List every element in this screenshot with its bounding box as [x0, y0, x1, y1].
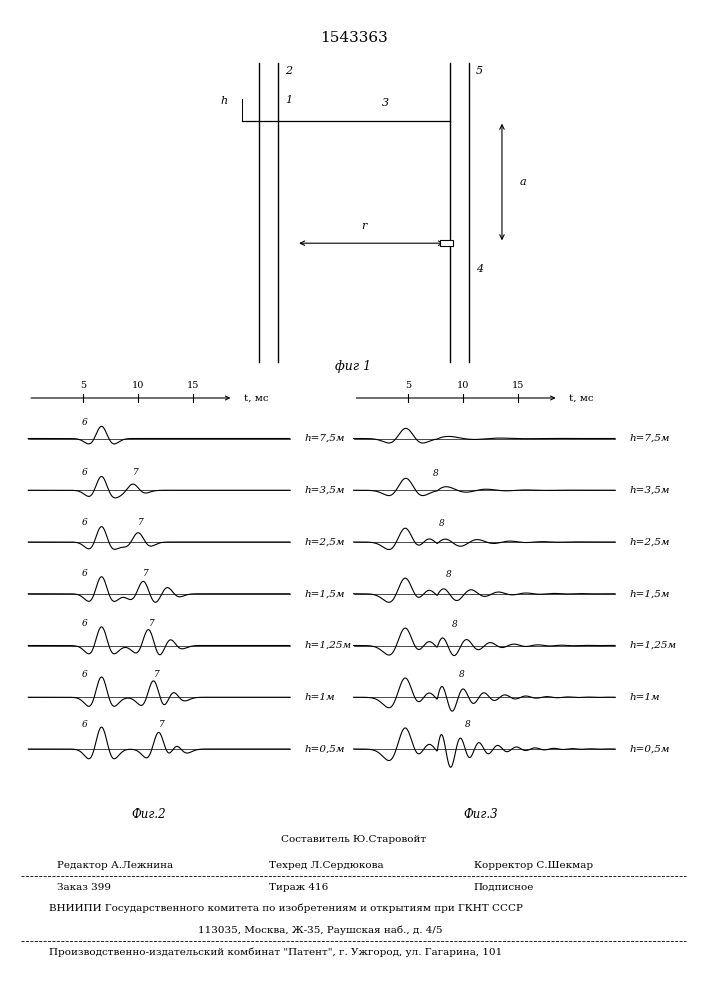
Text: 7: 7	[138, 518, 144, 527]
Text: t, мс: t, мс	[244, 393, 269, 402]
Text: 15: 15	[513, 381, 525, 390]
Text: 10: 10	[457, 381, 469, 390]
Text: 10: 10	[132, 381, 144, 390]
Text: h=7,5м: h=7,5м	[304, 434, 344, 443]
Text: h=1м: h=1м	[629, 693, 660, 702]
Text: h=2,5м: h=2,5м	[629, 538, 670, 546]
Text: 8: 8	[465, 720, 471, 729]
Text: фиг 1: фиг 1	[335, 360, 372, 373]
Text: 1: 1	[285, 95, 292, 105]
Text: h=7,5м: h=7,5м	[629, 434, 670, 443]
Text: h=1,25м: h=1,25м	[629, 641, 677, 650]
Text: Редактор А.Лежнина: Редактор А.Лежнина	[57, 861, 173, 870]
Text: h=2,5м: h=2,5м	[304, 538, 344, 546]
Text: h=1м: h=1м	[304, 693, 334, 702]
Text: 8: 8	[433, 469, 438, 478]
Text: 3: 3	[382, 98, 389, 108]
Text: 7: 7	[148, 619, 154, 628]
Text: Корректор С.Шекмар: Корректор С.Шекмар	[474, 861, 592, 870]
Text: 4: 4	[476, 264, 483, 274]
Text: t, мс: t, мс	[569, 393, 594, 402]
Text: 6: 6	[81, 569, 88, 578]
Text: 6: 6	[81, 619, 88, 628]
Text: 6: 6	[81, 468, 88, 477]
Text: 6: 6	[81, 518, 88, 527]
Text: 6: 6	[81, 418, 88, 427]
Text: 113035, Москва, Ж-35, Раушская наб., д. 4/5: 113035, Москва, Ж-35, Раушская наб., д. …	[198, 925, 443, 935]
Text: Подписное: Подписное	[474, 883, 534, 892]
Text: 8: 8	[439, 519, 445, 528]
Text: 8: 8	[445, 570, 451, 579]
Text: 7: 7	[144, 569, 149, 578]
Text: a: a	[520, 177, 526, 187]
Text: r: r	[361, 221, 367, 231]
Text: 8: 8	[459, 670, 464, 679]
Text: 7: 7	[159, 720, 165, 729]
Text: 7: 7	[154, 670, 160, 679]
Text: Фиг.2: Фиг.2	[132, 808, 165, 821]
Text: h=0,5м: h=0,5м	[304, 744, 344, 754]
Text: Техред Л.Сердюкова: Техред Л.Сердюкова	[269, 861, 383, 870]
Text: 2: 2	[285, 66, 292, 76]
Text: 15: 15	[187, 381, 199, 390]
Text: Составитель Ю.Старовойт: Составитель Ю.Старовойт	[281, 835, 426, 844]
Text: 5: 5	[80, 381, 86, 390]
Text: 6: 6	[81, 670, 88, 679]
Text: h=3,5м: h=3,5м	[629, 486, 670, 495]
Text: 6: 6	[81, 720, 88, 729]
Text: 8: 8	[452, 620, 458, 629]
Text: 5: 5	[405, 381, 411, 390]
Text: h=1,5м: h=1,5м	[304, 589, 344, 598]
Text: h=1,5м: h=1,5м	[629, 589, 670, 598]
Text: 5: 5	[476, 66, 483, 76]
Text: ВНИИПИ Государственного комитета по изобретениям и открытиям при ГКНТ СССР: ВНИИПИ Государственного комитета по изоб…	[49, 903, 523, 913]
Text: h=3,5м: h=3,5м	[304, 486, 344, 495]
Text: Тираж 416: Тираж 416	[269, 883, 328, 892]
Text: h: h	[221, 96, 228, 106]
Text: 1543363: 1543363	[320, 31, 387, 45]
Text: 7: 7	[133, 468, 139, 477]
Text: Производственно-издательский комбинат "Патент", г. Ужгород, ул. Гагарина, 101: Производственно-издательский комбинат "П…	[49, 947, 503, 957]
Bar	[440, 240, 453, 246]
Text: h=0,5м: h=0,5м	[629, 744, 670, 754]
Text: Заказ 399: Заказ 399	[57, 883, 110, 892]
Text: Фиг.3: Фиг.3	[464, 808, 498, 821]
Text: h=1,25м: h=1,25м	[304, 641, 351, 650]
